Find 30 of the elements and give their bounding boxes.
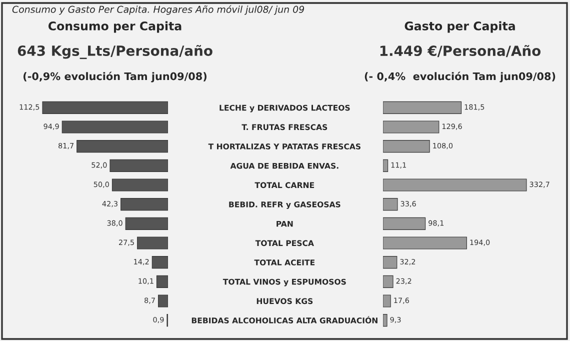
bar xyxy=(383,314,388,327)
bar xyxy=(383,140,430,153)
bar xyxy=(383,159,388,172)
bar xyxy=(383,198,398,211)
bar xyxy=(383,101,462,114)
bar xyxy=(112,178,168,192)
text: Consumo y Gasto Per Capita. Hogares Año móvil jul08/ jun 09 xyxy=(12,5,304,15)
bar xyxy=(42,101,168,114)
chart-title: Consumo per Capita xyxy=(48,21,182,33)
bar xyxy=(152,256,168,269)
bar xyxy=(383,275,394,288)
chart-title: Gasto per Capita xyxy=(404,21,515,33)
bar xyxy=(156,275,168,288)
bar xyxy=(383,178,527,192)
bar xyxy=(125,217,168,230)
bar xyxy=(62,120,168,134)
text: (-0,9% evolución Tam jun09/08) xyxy=(24,72,206,82)
bar xyxy=(383,120,440,134)
bar xyxy=(110,159,168,172)
chart-subtitle: 1.449 €/Persona/Año xyxy=(380,45,541,58)
bar xyxy=(383,236,467,250)
bar xyxy=(137,236,168,250)
bar xyxy=(76,140,168,153)
bar xyxy=(120,198,168,211)
bar xyxy=(383,217,426,230)
chart-subtitle: 643 Kgs_Lts/Persona/año xyxy=(18,44,212,60)
bar xyxy=(383,294,391,308)
bar xyxy=(383,256,398,269)
bar xyxy=(158,294,168,308)
text: (- 0,4% evolución Tam jun09/08) xyxy=(364,72,556,82)
